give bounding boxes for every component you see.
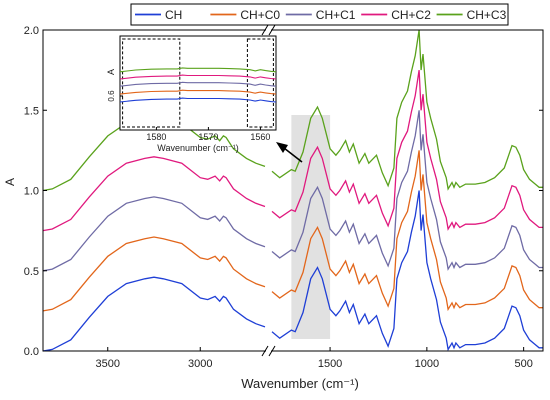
x-tick-label: 3000 <box>188 358 212 370</box>
inset-y-tick-label: 0.6 <box>107 90 116 102</box>
inset-series-line <box>119 89 277 95</box>
legend-box <box>130 3 509 26</box>
inset-plot: 1580 1570 1560 Wavenumber (cm⁻¹) A 0.6 <box>106 35 303 163</box>
legend-label: CH+C0 <box>240 8 280 22</box>
x-tick-label: 1000 <box>415 358 439 370</box>
series-line-ch-c2-left <box>42 156 266 232</box>
axes: 0.0 0.5 1.0 1.5 2.0 3500 3000 1500 1000 500 <box>24 24 544 370</box>
series-line-ch-right <box>271 190 543 352</box>
y-tick-label: 0.5 <box>24 266 39 278</box>
arrow-line <box>283 147 303 163</box>
series-line-ch-left <box>42 276 266 352</box>
highlight-band <box>291 115 331 339</box>
inset-series-line <box>119 67 277 73</box>
legend-label: CH+C1 <box>316 8 356 22</box>
legend: CH CH+C0 CH+C1 CH+C2 CH+C3 <box>130 3 509 26</box>
y-axis-label: A <box>3 178 17 186</box>
series-line-ch-c2-right <box>271 70 543 231</box>
inset-series-line <box>119 81 277 87</box>
legend-label: CH <box>165 8 182 22</box>
axis-break-mark <box>261 345 269 357</box>
y-tick-label: 1.5 <box>24 105 39 117</box>
series-line-ch-c0-left <box>42 236 266 312</box>
inset-x-axis-label: Wavenumber (cm⁻¹) <box>157 143 238 153</box>
y-tick-label: 1.0 <box>24 186 39 198</box>
inset-x-tick-label: 1560 <box>250 132 270 142</box>
x-tick-label: 1500 <box>318 358 342 370</box>
plot-area <box>42 29 543 352</box>
series-line-ch-c1-right <box>271 110 543 271</box>
inset-x-tick-label: 1570 <box>198 132 218 142</box>
x-axis-label: Wavenumber (cm⁻¹) <box>241 376 359 391</box>
series-line-ch-c1-left <box>42 196 266 272</box>
axis-break-gap <box>266 26 271 34</box>
y-tick-label: 0.0 <box>24 346 39 358</box>
axis-break-mark <box>268 345 276 357</box>
x-tick-label: 3500 <box>96 358 120 370</box>
inset-series-line <box>119 97 277 103</box>
axis-break-gap <box>266 347 271 355</box>
inset-y-axis-label: A <box>106 69 116 75</box>
arrow-head <box>276 142 288 153</box>
series-line-ch-c3-right <box>271 29 543 191</box>
legend-label: CH+C3 <box>467 8 507 22</box>
axis-break-mark <box>261 24 269 36</box>
inset-x-tick-label: 1580 <box>146 132 166 142</box>
x-tick-label: 500 <box>514 358 532 370</box>
inset-series-line <box>119 74 277 80</box>
legend-label: CH+C2 <box>391 8 431 22</box>
series-line-ch-c0-right <box>271 150 543 312</box>
axis-break-mark <box>268 24 276 36</box>
y-tick-label: 2.0 <box>24 25 39 37</box>
